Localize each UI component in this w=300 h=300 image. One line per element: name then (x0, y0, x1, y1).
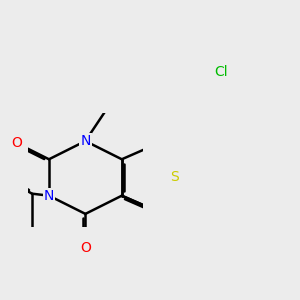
Text: Cl: Cl (214, 65, 228, 79)
Text: O: O (11, 136, 22, 150)
Text: N: N (80, 134, 91, 148)
Text: O: O (80, 241, 91, 255)
Text: S: S (170, 170, 179, 184)
Text: N: N (44, 189, 54, 203)
